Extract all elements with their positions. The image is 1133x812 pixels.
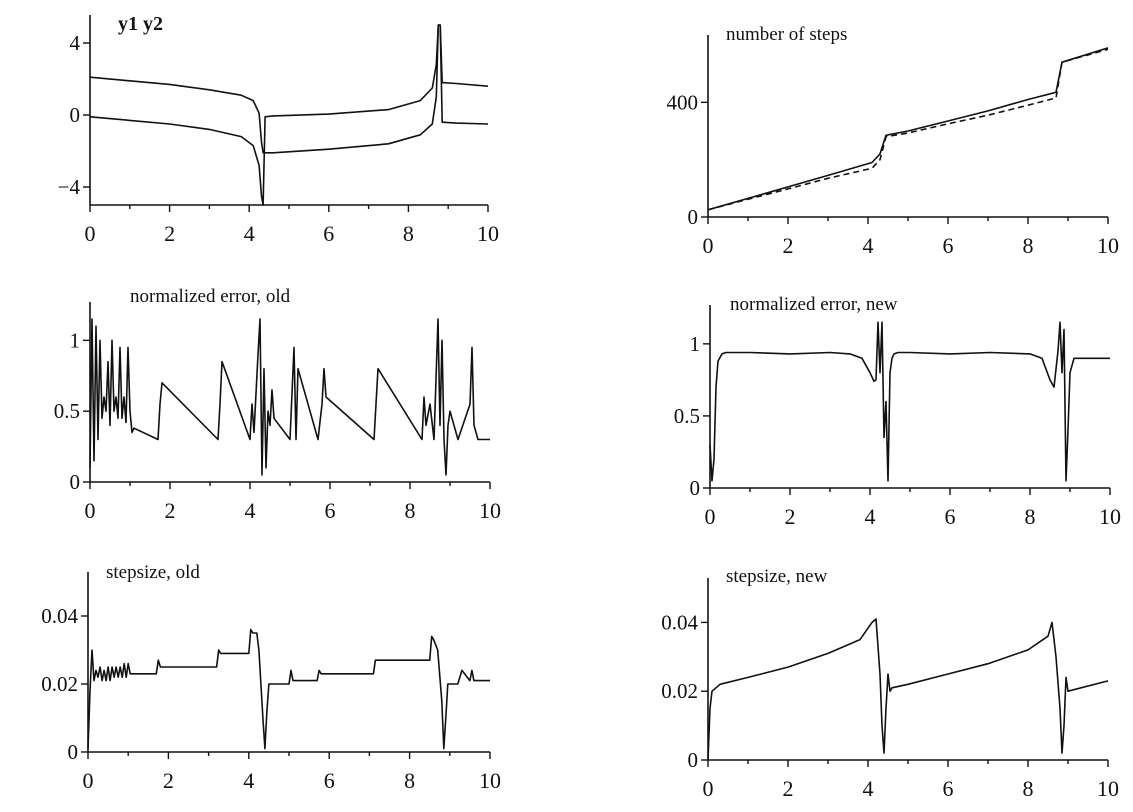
y-tick-label: 0 bbox=[688, 748, 699, 772]
x-tick-label: 6 bbox=[943, 233, 954, 258]
x-tick-label: 0 bbox=[85, 221, 96, 246]
y-tick-label: 0.5 bbox=[54, 399, 80, 423]
y-tick-label: 0.04 bbox=[661, 610, 698, 634]
x-tick-label: 8 bbox=[404, 768, 415, 793]
x-tick-label: 4 bbox=[865, 504, 876, 529]
x-tick-label: 0 bbox=[703, 233, 714, 258]
x-tick-label: 2 bbox=[783, 233, 794, 258]
x-tick-label: 6 bbox=[945, 504, 956, 529]
series-line-1 bbox=[707, 47, 1109, 211]
x-tick-label: 2 bbox=[785, 504, 796, 529]
x-tick-label: 2 bbox=[163, 768, 174, 793]
x-tick-label: 2 bbox=[164, 221, 175, 246]
chart-title: stepsize, new bbox=[726, 566, 828, 587]
chart-title: number of steps bbox=[726, 24, 847, 45]
x-tick-label: 6 bbox=[324, 768, 335, 793]
y-tick-label: 0.02 bbox=[661, 679, 698, 703]
x-tick-label: 2 bbox=[165, 498, 176, 523]
x-tick-label: 6 bbox=[323, 221, 334, 246]
y-tick-label: 0 bbox=[688, 205, 699, 229]
chart-title: normalized error, old bbox=[130, 286, 291, 307]
x-tick-label: 8 bbox=[1023, 776, 1034, 801]
x-tick-label: 10 bbox=[477, 221, 499, 246]
y-tick-label: 400 bbox=[667, 90, 699, 114]
x-tick-label: 8 bbox=[1023, 233, 1034, 258]
x-tick-label: 6 bbox=[325, 498, 336, 523]
y-tick-label: 1 bbox=[70, 328, 81, 352]
x-tick-label: 10 bbox=[1097, 776, 1119, 801]
x-tick-label: 10 bbox=[479, 498, 501, 523]
chart-panel-p4: normalized error, new 0 2 4 6 8 10 0 0.5 1 bbox=[674, 294, 1121, 529]
chart-panel-p6: stepsize, new 0 2 4 6 8 10 0 0.02 0.04 bbox=[661, 566, 1119, 801]
x-tick-label: 10 bbox=[1099, 504, 1121, 529]
series-line-2 bbox=[89, 24, 489, 154]
y-tick-label: 0 bbox=[70, 103, 81, 127]
x-tick-label: 4 bbox=[243, 768, 254, 793]
x-tick-label: 10 bbox=[479, 768, 501, 793]
x-tick-label: 6 bbox=[943, 776, 954, 801]
series-line-1 bbox=[709, 321, 1110, 482]
x-tick-label: 0 bbox=[85, 498, 96, 523]
x-tick-label: 4 bbox=[863, 233, 874, 258]
x-tick-label: 10 bbox=[1097, 233, 1119, 258]
x-tick-label: 2 bbox=[783, 776, 794, 801]
chart-title: y1 y2 bbox=[118, 13, 163, 35]
chart-panel-p2: number of steps 0 2 4 6 8 10 0 400 bbox=[667, 24, 1120, 258]
series-line-1 bbox=[707, 618, 1109, 761]
chart-panel-p3: normalized error, old 0 2 4 6 8 10 0 0.5 1 bbox=[54, 286, 501, 523]
series-line-1 bbox=[87, 628, 490, 750]
y-tick-label: 0 bbox=[68, 740, 79, 764]
series-line-1 bbox=[89, 318, 490, 476]
series-line-1 bbox=[89, 24, 489, 206]
x-tick-label: 0 bbox=[703, 776, 714, 801]
chart-title: stepsize, old bbox=[106, 562, 200, 583]
x-tick-label: 4 bbox=[244, 221, 255, 246]
y-tick-label: −4 bbox=[58, 175, 81, 199]
x-tick-label: 4 bbox=[245, 498, 256, 523]
y-tick-label: 0.5 bbox=[674, 404, 700, 428]
x-tick-label: 0 bbox=[83, 768, 94, 793]
x-tick-label: 8 bbox=[403, 221, 414, 246]
chart-title: normalized error, new bbox=[730, 294, 898, 315]
y-tick-label: 0 bbox=[690, 476, 701, 500]
y-tick-label: 4 bbox=[70, 31, 81, 55]
y-tick-label: 0 bbox=[70, 470, 81, 494]
chart-panel-p5: stepsize, old 0 2 4 6 8 10 0 0.02 0.04 bbox=[41, 562, 501, 793]
y-tick-label: 0.04 bbox=[41, 604, 78, 628]
y-tick-label: 0.02 bbox=[41, 672, 78, 696]
x-tick-label: 8 bbox=[1025, 504, 1036, 529]
x-tick-label: 8 bbox=[405, 498, 416, 523]
series-line-2 bbox=[707, 48, 1109, 211]
x-tick-label: 4 bbox=[863, 776, 874, 801]
y-tick-label: 1 bbox=[690, 332, 701, 356]
x-tick-label: 0 bbox=[705, 504, 716, 529]
